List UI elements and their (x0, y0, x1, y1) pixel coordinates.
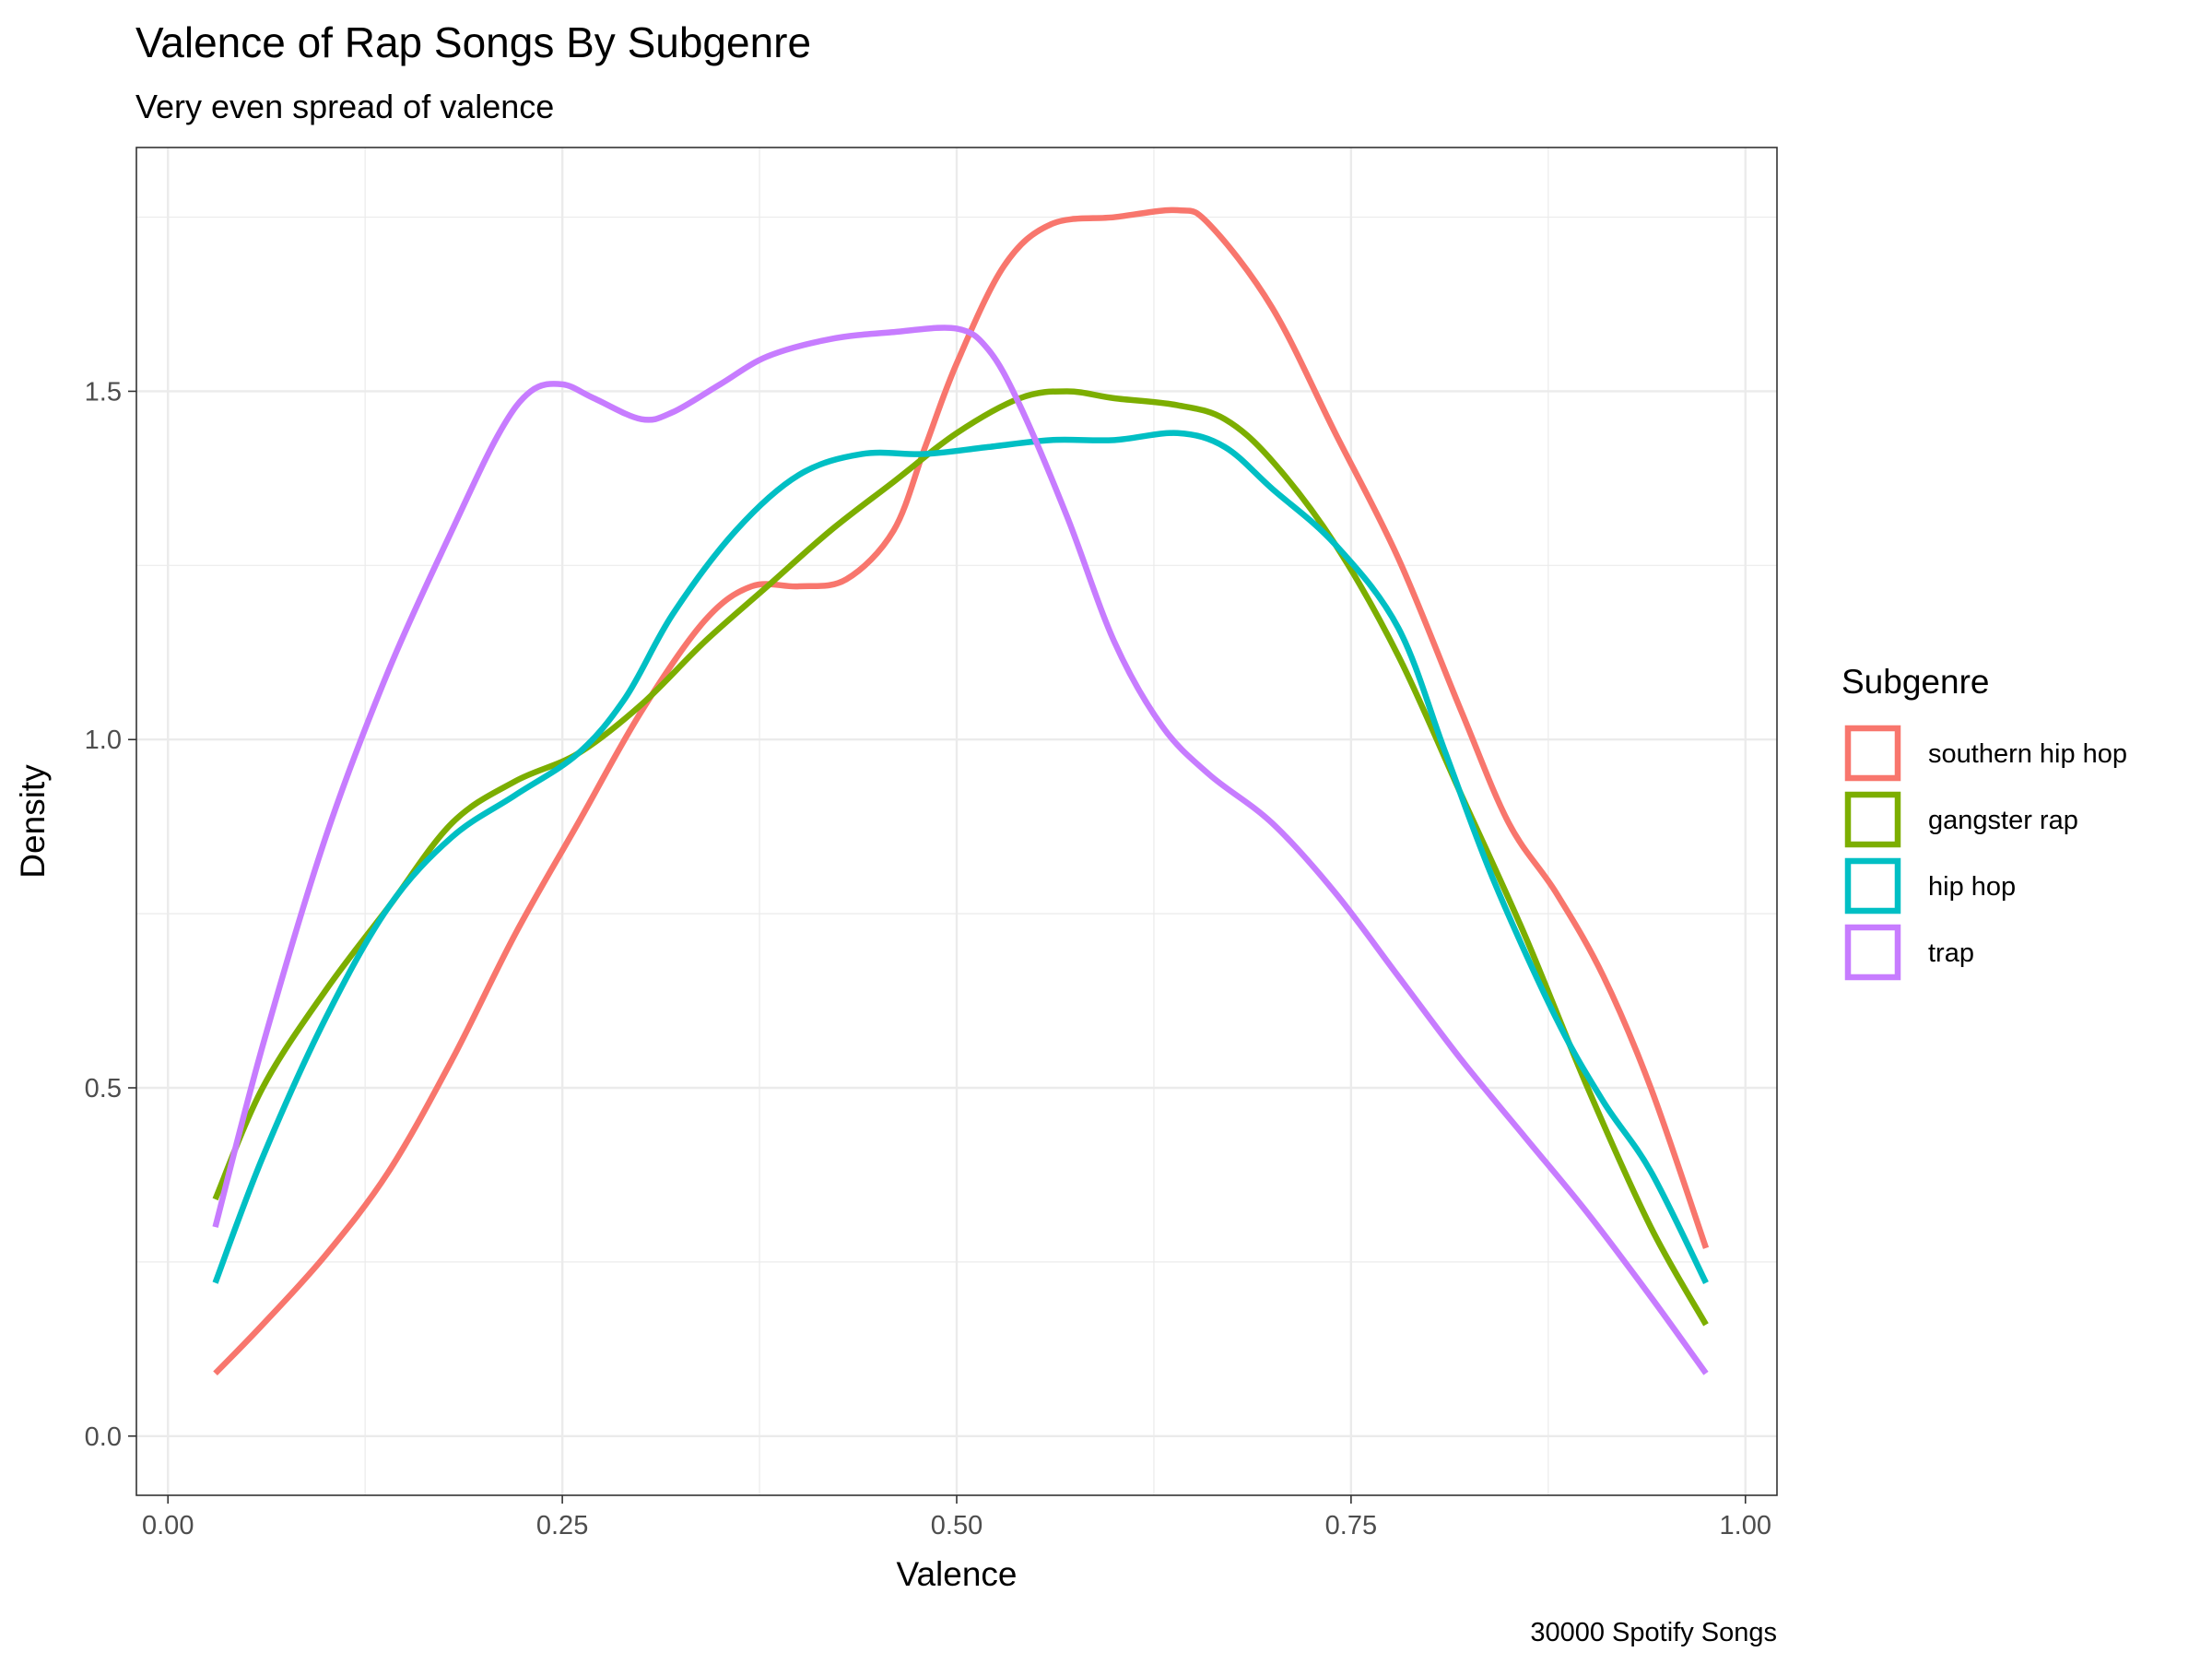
legend-item-southern-hip-hop: southern hip hop (1844, 725, 2127, 782)
y-tick-label: 0.5 (85, 1074, 122, 1103)
x-tick-label: 0.25 (536, 1511, 588, 1540)
y-tick-label: 1.5 (85, 377, 122, 407)
legend-item-trap: trap (1844, 924, 1974, 981)
legend-key-trap (1844, 924, 1901, 981)
legend-item-gangster-rap: gangster rap (1844, 791, 2078, 848)
chart-title: Valence of Rap Songs By Subgenre (135, 18, 811, 66)
legend: Subgenre southern hip hop gangster rap hip… (1841, 663, 2127, 981)
legend-items: southern hip hop gangster rap hip hop trap (1844, 725, 2127, 981)
x-axis-title: Valence (897, 1555, 1018, 1593)
series-lines (212, 207, 1710, 1376)
legend-label-hip-hop: hip hop (1928, 872, 2016, 902)
series-line-hip-hop (212, 430, 1709, 1285)
x-tick-label: 0.50 (931, 1511, 982, 1540)
series-line-gangster-rap (212, 388, 1709, 1327)
series-line-trap (212, 325, 1709, 1375)
x-tick-label: 0.00 (142, 1511, 194, 1540)
legend-title: Subgenre (1841, 663, 1989, 701)
chart-caption: 30000 Spotify Songs (1530, 1618, 1777, 1647)
axis-ticks: 0.00 0.25 0.50 0.75 1.00 0.0 0.5 1.0 1.5 (85, 377, 1771, 1540)
grid (136, 148, 1777, 1495)
legend-item-hip-hop: hip hop (1844, 857, 2016, 915)
legend-key-gangster-rap (1844, 791, 1901, 848)
series-line-southern-hip-hop (213, 207, 1710, 1376)
legend-label-southern-hip-hop: southern hip hop (1928, 739, 2127, 769)
y-axis-title: Density (14, 764, 52, 879)
y-tick-label: 1.0 (85, 726, 122, 755)
y-tick-label: 0.0 (85, 1422, 122, 1452)
x-tick-label: 0.75 (1325, 1511, 1377, 1540)
legend-key-southern-hip-hop (1844, 725, 1901, 782)
x-tick-label: 1.00 (1720, 1511, 1771, 1540)
chart-subtitle: Very even spread of valence (135, 88, 554, 125)
legend-label-trap: trap (1928, 938, 1974, 968)
legend-label-gangster-rap: gangster rap (1928, 806, 2078, 835)
legend-key-hip-hop (1844, 857, 1901, 915)
